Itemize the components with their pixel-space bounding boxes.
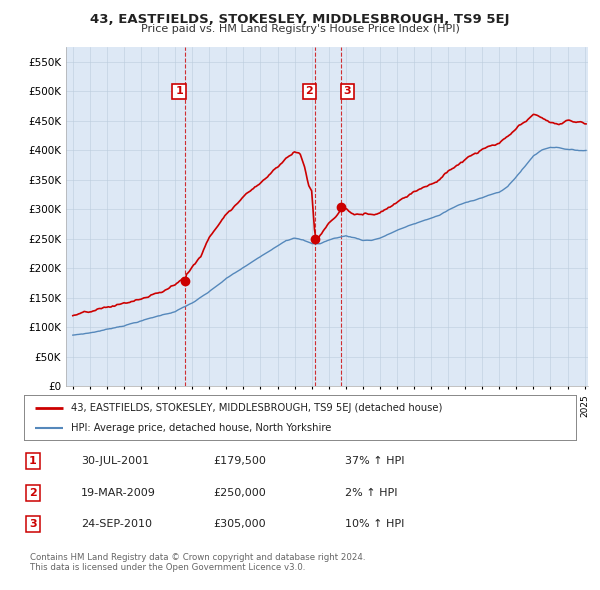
Text: 3: 3 (343, 87, 351, 96)
Text: Price paid vs. HM Land Registry's House Price Index (HPI): Price paid vs. HM Land Registry's House … (140, 24, 460, 34)
Text: 2: 2 (29, 488, 37, 497)
Text: 43, EASTFIELDS, STOKESLEY, MIDDLESBROUGH, TS9 5EJ: 43, EASTFIELDS, STOKESLEY, MIDDLESBROUGH… (90, 13, 510, 26)
Text: 1: 1 (29, 457, 37, 466)
Text: 1: 1 (175, 87, 183, 96)
Text: 24-SEP-2010: 24-SEP-2010 (81, 519, 152, 529)
Text: £179,500: £179,500 (213, 457, 266, 466)
Text: 30-JUL-2001: 30-JUL-2001 (81, 457, 149, 466)
Text: 37% ↑ HPI: 37% ↑ HPI (345, 457, 404, 466)
Text: 10% ↑ HPI: 10% ↑ HPI (345, 519, 404, 529)
Text: 2: 2 (305, 87, 313, 96)
Text: HPI: Average price, detached house, North Yorkshire: HPI: Average price, detached house, Nort… (71, 424, 331, 434)
Text: 19-MAR-2009: 19-MAR-2009 (81, 488, 156, 497)
Text: 2% ↑ HPI: 2% ↑ HPI (345, 488, 398, 497)
Text: 43, EASTFIELDS, STOKESLEY, MIDDLESBROUGH, TS9 5EJ (detached house): 43, EASTFIELDS, STOKESLEY, MIDDLESBROUGH… (71, 403, 442, 412)
Text: £305,000: £305,000 (213, 519, 266, 529)
Text: £250,000: £250,000 (213, 488, 266, 497)
Text: This data is licensed under the Open Government Licence v3.0.: This data is licensed under the Open Gov… (30, 563, 305, 572)
Text: 3: 3 (29, 519, 37, 529)
Text: Contains HM Land Registry data © Crown copyright and database right 2024.: Contains HM Land Registry data © Crown c… (30, 553, 365, 562)
